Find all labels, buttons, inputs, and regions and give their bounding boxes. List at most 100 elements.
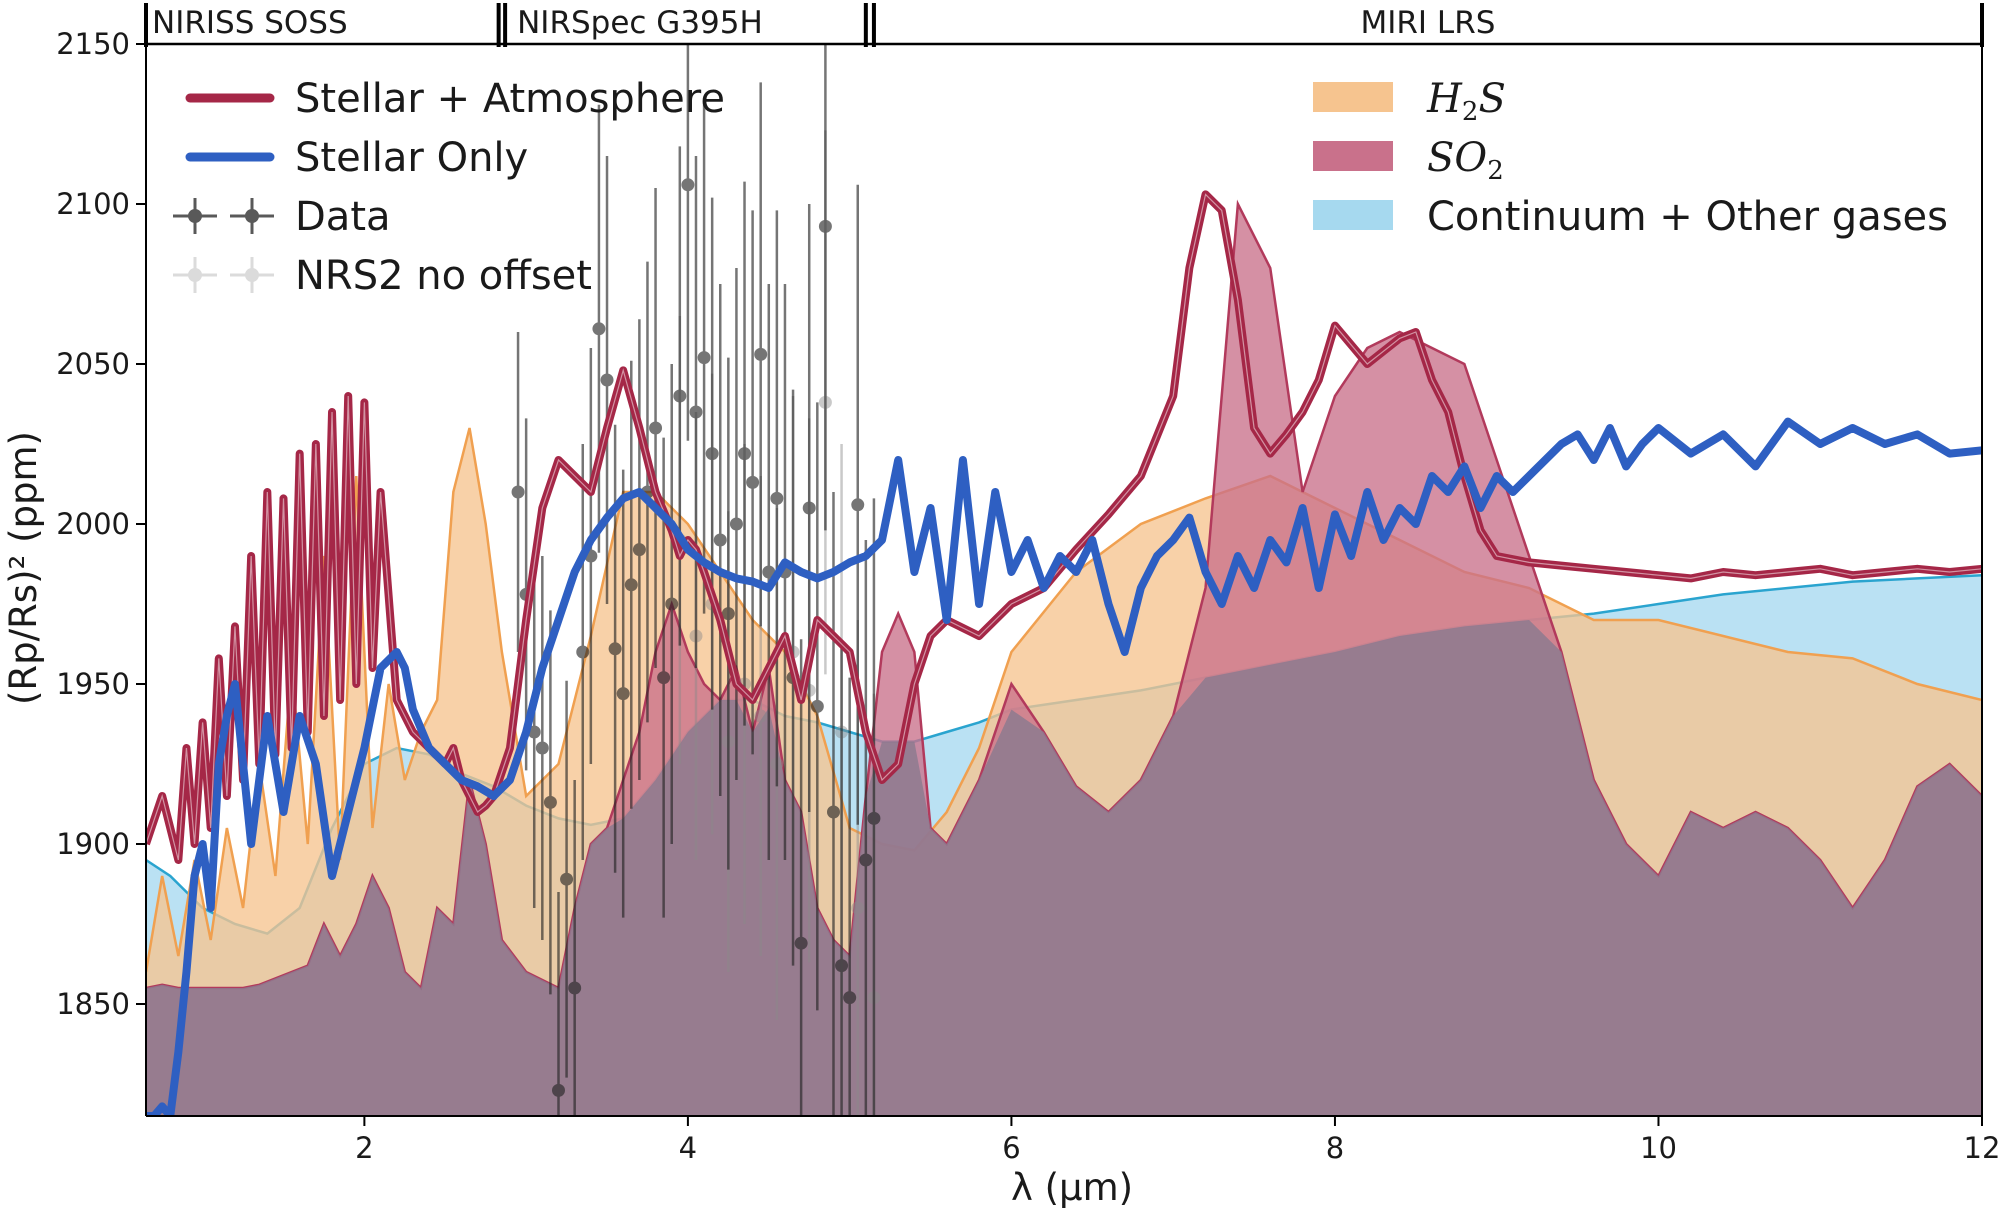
data-marker bbox=[576, 645, 590, 659]
data-marker bbox=[738, 447, 752, 461]
stellar-only-line bbox=[146, 417, 1982, 1116]
legend-label: Data bbox=[295, 194, 391, 240]
x-tick-label: 12 bbox=[1964, 1131, 2000, 1165]
data-marker bbox=[657, 671, 671, 685]
x-tick-label: 4 bbox=[679, 1131, 697, 1165]
data-point bbox=[729, 268, 743, 780]
data-marker bbox=[592, 322, 606, 336]
instrument-label: NIRISS SOSS bbox=[152, 5, 348, 41]
data-marker bbox=[600, 373, 614, 387]
data-point bbox=[673, 146, 687, 646]
nrs2-marker bbox=[754, 709, 768, 723]
x-axis-title: λ (μm) bbox=[1011, 1166, 1133, 1209]
data-point bbox=[624, 360, 638, 809]
data-point bbox=[551, 892, 565, 1116]
data-point bbox=[843, 677, 857, 1116]
y-tick-label: 1950 bbox=[56, 667, 130, 701]
stellar-atmosphere-line-highlight bbox=[146, 193, 1982, 861]
data-point bbox=[697, 101, 711, 614]
data-marker bbox=[608, 642, 622, 656]
legend-item: Stellar + Atmosphere bbox=[185, 76, 725, 122]
legend-right: H2S SO2 Continuum + Other gases bbox=[1313, 76, 1948, 240]
data-point bbox=[721, 357, 735, 870]
data-marker bbox=[835, 959, 849, 973]
data-marker bbox=[649, 421, 663, 435]
y-tick-label: 2100 bbox=[56, 187, 130, 221]
legend-item: NRS2 no offset bbox=[173, 253, 592, 299]
data-point bbox=[608, 424, 622, 873]
data-marker bbox=[851, 498, 865, 512]
axes: 2 4 6 8 10 12 1850 1900 1950 2000 2050 2100 2150 bbox=[56, 27, 2000, 1165]
data-point bbox=[802, 204, 816, 812]
data-marker bbox=[624, 578, 638, 592]
data-marker bbox=[535, 741, 549, 755]
legend-label: Continuum + Other gases bbox=[1427, 194, 1948, 240]
instrument-bar: NIRISS SOSS NIRSpec G395H MIRI LRS bbox=[144, 3, 1984, 47]
legend-errorbar-swatch bbox=[230, 257, 274, 293]
y-tick-label: 2000 bbox=[56, 507, 130, 541]
data-point bbox=[770, 210, 784, 787]
data-point bbox=[705, 197, 719, 710]
data-point bbox=[543, 610, 557, 995]
data-point bbox=[859, 540, 873, 1116]
data-point bbox=[535, 556, 549, 940]
x-tick-label: 2 bbox=[355, 1131, 373, 1165]
data-point bbox=[746, 210, 760, 755]
data-marker bbox=[681, 178, 695, 192]
data-point bbox=[681, 44, 695, 441]
data-point bbox=[851, 184, 865, 825]
x-tick-label: 6 bbox=[1002, 1131, 1020, 1165]
data-point bbox=[738, 181, 752, 726]
data-point bbox=[794, 639, 808, 1116]
data-marker bbox=[826, 805, 840, 819]
data-point bbox=[632, 319, 646, 780]
data-point bbox=[818, 44, 832, 531]
data-marker bbox=[551, 1083, 565, 1097]
nrs2-marker bbox=[851, 901, 865, 915]
legend-errorbar-marker bbox=[188, 209, 202, 223]
data-point bbox=[511, 332, 525, 652]
data-marker bbox=[721, 607, 735, 621]
legend-item: SO2 bbox=[1313, 135, 1504, 186]
data-marker bbox=[632, 543, 646, 557]
data-marker bbox=[859, 853, 873, 867]
y-tick-label: 2150 bbox=[56, 27, 130, 61]
legend-errorbar-marker bbox=[245, 268, 259, 282]
legend-label: H2S bbox=[1426, 76, 1506, 127]
data-point bbox=[568, 780, 582, 1116]
legend-label: SO2 bbox=[1427, 135, 1504, 186]
data-point bbox=[616, 469, 630, 918]
legend-patch-swatch bbox=[1313, 200, 1393, 230]
x-tick-label: 8 bbox=[1326, 1131, 1344, 1165]
x-tick-label: 10 bbox=[1640, 1131, 1677, 1165]
data-point bbox=[649, 188, 663, 668]
y-tick-label: 2050 bbox=[56, 347, 130, 381]
data-point bbox=[835, 645, 849, 1116]
data-marker bbox=[810, 699, 824, 713]
model-lines bbox=[146, 190, 1982, 1116]
data-marker bbox=[705, 447, 719, 461]
data-marker bbox=[746, 475, 760, 489]
legend-item: H2S bbox=[1313, 76, 1506, 127]
legend-errorbar-marker bbox=[188, 268, 202, 282]
legend-item: Stellar Only bbox=[185, 135, 528, 181]
data-marker bbox=[665, 597, 679, 611]
data-point bbox=[665, 364, 679, 844]
data-marker bbox=[543, 795, 557, 809]
y-axis-title: (Rp/Rs)² (ppm) bbox=[2, 431, 45, 705]
data-marker bbox=[616, 687, 630, 701]
legend-left: Stellar + Atmosphere Stellar Only Data NRS2… bbox=[173, 76, 725, 299]
data-marker bbox=[843, 991, 857, 1005]
data-point bbox=[867, 498, 881, 1116]
legend-errorbar-swatch bbox=[173, 257, 217, 293]
legend-errorbar-swatch bbox=[173, 198, 217, 234]
data-point bbox=[713, 284, 727, 796]
instrument-label: MIRI LRS bbox=[1361, 5, 1496, 41]
data-marker bbox=[729, 517, 743, 531]
data-point bbox=[592, 104, 606, 553]
data-marker bbox=[754, 347, 768, 361]
data-point bbox=[810, 402, 824, 1011]
overlap-area bbox=[146, 620, 1982, 1116]
data-marker bbox=[802, 501, 816, 515]
